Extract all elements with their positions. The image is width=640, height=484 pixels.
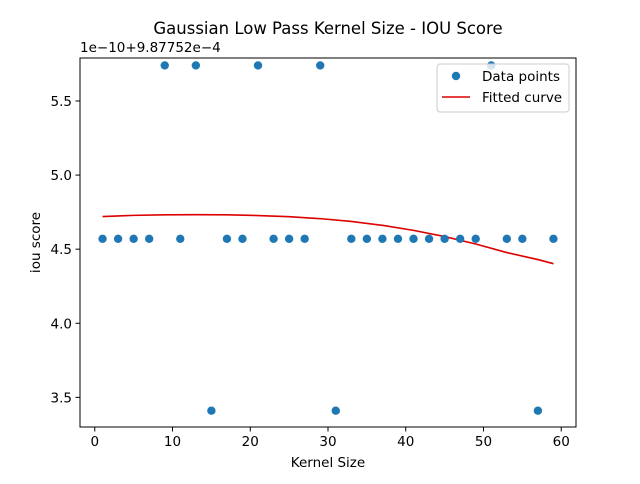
y-tick-label: 5.0: [51, 168, 72, 184]
x-tick-label: 0: [90, 434, 99, 450]
plot-frame: [79, 57, 577, 428]
legend-label-data-points: Data points: [482, 69, 560, 85]
data-point: [316, 61, 325, 70]
data-point: [98, 234, 107, 243]
data-point: [284, 234, 294, 243]
x-tick-label: 20: [242, 434, 259, 450]
data-point: [238, 234, 247, 243]
data-point: [160, 61, 169, 70]
data-point: [362, 234, 372, 243]
legend-scatter-marker: [451, 71, 461, 81]
x-tick-label: 40: [397, 434, 414, 450]
data-point: [253, 61, 263, 70]
data-point: [222, 234, 232, 243]
data-point: [440, 234, 449, 243]
legend-box: [436, 63, 570, 113]
data-point: [191, 61, 201, 70]
data-point: [113, 234, 123, 243]
legend: Data points Fitted curve: [436, 63, 570, 113]
data-point: [269, 234, 278, 243]
y-tick-label: 3.5: [51, 390, 72, 406]
data-point: [533, 406, 543, 415]
data-point: [176, 234, 185, 243]
x-tick-label: 30: [319, 434, 336, 450]
data-point: [471, 234, 480, 243]
data-point: [502, 234, 512, 243]
x-tick-label: 10: [164, 434, 181, 450]
y-tick-label: 4.5: [51, 242, 72, 258]
legend-label-fitted-curve: Fitted curve: [482, 90, 562, 106]
y-axis-offset-text: 1e−10+9.87752e−4: [80, 40, 221, 56]
y-axis-ticks: 3.5 4.0 4.5 5.0 5.5: [51, 94, 80, 406]
data-point: [518, 234, 527, 243]
data-point: [207, 406, 216, 415]
x-axis-ticks: 0 10 20 30 40 50 60: [90, 427, 570, 450]
data-point: [129, 234, 138, 243]
y-tick-label: 5.5: [51, 94, 72, 110]
data-point: [455, 234, 465, 243]
data-point: [393, 234, 403, 243]
x-tick-label: 50: [475, 434, 492, 450]
data-point: [300, 234, 309, 243]
y-tick-label: 4.0: [51, 316, 72, 332]
x-axis-label: Kernel Size: [291, 455, 365, 471]
chart-title: Gaussian Low Pass Kernel Size - IOU Scor…: [153, 19, 502, 38]
data-point: [409, 234, 418, 243]
data-point: [331, 406, 340, 415]
fitted-curve-line: [102, 213, 554, 265]
data-point: [549, 234, 558, 243]
y-axis-label: iou score: [28, 212, 44, 273]
data-point: [144, 234, 154, 243]
x-tick-label: 60: [553, 434, 570, 450]
data-point: [424, 234, 434, 243]
data-point: [378, 234, 387, 243]
data-point: [347, 234, 356, 243]
